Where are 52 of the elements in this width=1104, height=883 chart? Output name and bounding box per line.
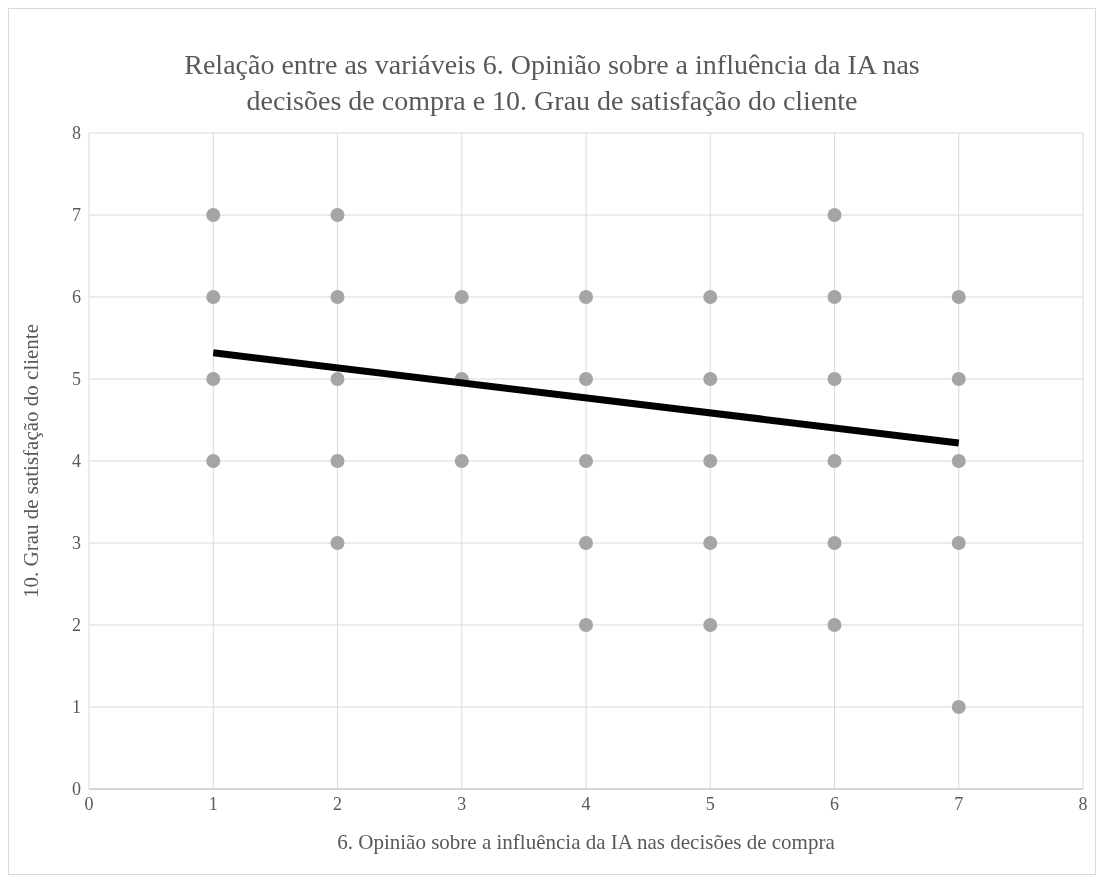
y-axis-title: 10. Grau de satisfação do cliente [19, 323, 44, 599]
point [827, 372, 842, 386]
x-tick-label: 5 [705, 793, 715, 814]
point [703, 372, 718, 386]
point [703, 536, 718, 550]
y-tick-label: 4 [72, 451, 81, 472]
point [951, 536, 966, 550]
x-tick-label: 7 [954, 793, 964, 814]
chart-title: Relação entre as variáveis 6. Opinião sobre a influência da IA nas decisões de compra e 10. Grau de satisfação do cliente [183, 48, 921, 118]
point [827, 536, 842, 550]
x-tick-label: 6 [830, 793, 839, 814]
point [827, 454, 842, 468]
point [330, 372, 345, 386]
point [579, 536, 593, 550]
y-tick-label: 5 [72, 369, 81, 390]
point [206, 290, 221, 304]
point [827, 290, 842, 304]
y-tick-label: 1 [72, 697, 81, 718]
y-tick-label: 3 [72, 533, 81, 554]
x-tick-label: 1 [208, 793, 218, 814]
y-tick-label: 8 [72, 123, 81, 144]
x-axis-title: 6. Opinião sobre a influência da IA nas decisões de compra [337, 830, 836, 854]
point [206, 372, 221, 386]
point [579, 454, 593, 468]
point [579, 618, 593, 632]
point [330, 290, 345, 304]
x-tick-label: 8 [1078, 793, 1088, 814]
x-tick-label: 4 [581, 793, 591, 814]
point [703, 290, 718, 304]
y-tick-label: 2 [72, 615, 81, 636]
point [951, 290, 966, 304]
point [454, 290, 469, 304]
y-tick-label: 6 [72, 287, 81, 308]
point [951, 372, 966, 386]
point [330, 454, 345, 468]
x-tick-label: 2 [333, 793, 342, 814]
point [703, 454, 718, 468]
x-tick-label: 3 [457, 793, 467, 814]
point [330, 208, 345, 222]
point [330, 536, 345, 550]
y-tick-label: 7 [72, 205, 81, 226]
y-tick-label: 0 [72, 779, 81, 800]
point [951, 700, 966, 714]
point [206, 454, 221, 468]
point [206, 208, 221, 222]
point [827, 618, 842, 632]
point [827, 208, 842, 222]
point [579, 290, 593, 304]
point [951, 454, 966, 468]
point [454, 454, 469, 468]
point [579, 372, 593, 386]
point [703, 618, 718, 632]
